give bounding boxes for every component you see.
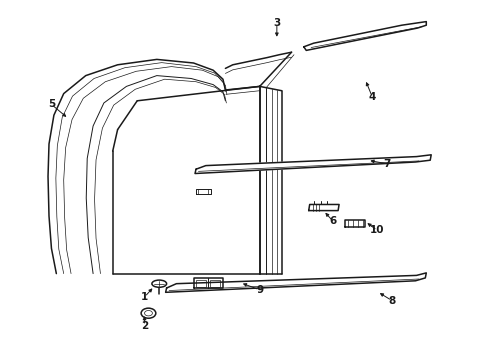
Bar [210,280,220,287]
Ellipse shape [141,308,156,318]
Text: 7: 7 [383,159,391,169]
Text: 6: 6 [330,216,337,226]
Text: 8: 8 [389,296,395,306]
Bar [196,280,206,287]
Text: 10: 10 [370,225,385,235]
Polygon shape [309,204,339,211]
Text: 9: 9 [256,285,263,295]
Polygon shape [304,22,426,50]
Polygon shape [195,155,431,174]
Text: 1: 1 [141,292,148,302]
Polygon shape [345,220,365,227]
Text: 2: 2 [141,321,148,331]
Ellipse shape [152,280,167,287]
Text: 5: 5 [48,99,55,109]
Text: 4: 4 [368,92,376,102]
Text: 3: 3 [273,18,280,28]
Polygon shape [166,273,426,292]
Polygon shape [194,278,223,288]
